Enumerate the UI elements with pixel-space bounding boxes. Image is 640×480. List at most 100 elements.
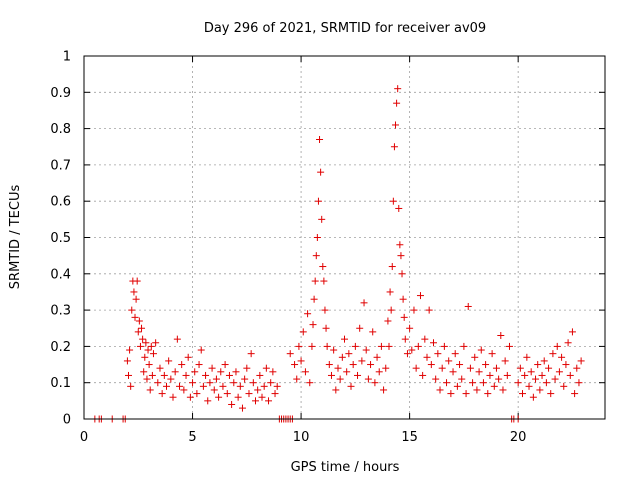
- y-tick-label: 0.4: [50, 267, 71, 282]
- data-point: [573, 364, 581, 372]
- data-point: [453, 382, 461, 390]
- data-point: [314, 197, 322, 205]
- data-point: [230, 379, 238, 387]
- data-point: [343, 368, 351, 376]
- data-point: [380, 386, 388, 394]
- data-point: [132, 295, 140, 303]
- data-point: [319, 263, 327, 271]
- data-point: [440, 342, 448, 350]
- data-point: [523, 353, 531, 361]
- data-point: [505, 342, 513, 350]
- data-point: [473, 386, 481, 394]
- data-point: [131, 313, 139, 321]
- data-point: [260, 382, 268, 390]
- data-point: [332, 386, 340, 394]
- data-point: [377, 342, 385, 350]
- data-point: [486, 371, 494, 379]
- data-point: [501, 357, 509, 365]
- data-point: [479, 379, 487, 387]
- data-point: [447, 390, 455, 398]
- data-point: [397, 252, 405, 260]
- data-point: [373, 353, 381, 361]
- data-point: [349, 361, 357, 369]
- data-point: [245, 390, 253, 398]
- data-point: [421, 335, 429, 343]
- data-point: [460, 342, 468, 350]
- data-point: [475, 368, 483, 376]
- data-point: [394, 85, 402, 93]
- data-point: [336, 375, 344, 383]
- data-point: [390, 143, 398, 151]
- data-point: [208, 364, 216, 372]
- data-point: [228, 400, 236, 408]
- y-tick-label: 0.1: [50, 376, 71, 391]
- data-point: [416, 292, 424, 300]
- data-point: [419, 371, 427, 379]
- data-point: [547, 390, 555, 398]
- data-point: [389, 197, 397, 205]
- data-point: [516, 364, 524, 372]
- data-point: [425, 306, 433, 314]
- data-point: [438, 364, 446, 372]
- data-point: [301, 368, 309, 376]
- data-point: [410, 306, 418, 314]
- data-point: [265, 397, 273, 405]
- data-point: [469, 379, 477, 387]
- data-point: [135, 317, 143, 325]
- data-point: [354, 371, 362, 379]
- data-point: [555, 368, 563, 376]
- data-point: [369, 328, 377, 336]
- x-tick-label: 10: [293, 430, 310, 445]
- data-point: [123, 357, 131, 365]
- data-point: [399, 295, 407, 303]
- data-point: [126, 346, 134, 354]
- data-point: [406, 324, 414, 332]
- data-point: [558, 353, 566, 361]
- data-point: [456, 361, 464, 369]
- data-point: [536, 386, 544, 394]
- data-point: [358, 357, 366, 365]
- data-point: [197, 346, 205, 354]
- data-point: [334, 364, 342, 372]
- data-point: [436, 386, 444, 394]
- data-point: [297, 357, 305, 365]
- data-point: [395, 204, 403, 212]
- y-tick-label: 0.9: [50, 86, 71, 101]
- data-point: [323, 342, 331, 350]
- data-point: [271, 390, 279, 398]
- data-point: [488, 350, 496, 358]
- data-point: [320, 277, 328, 285]
- data-point: [204, 397, 212, 405]
- data-point: [384, 317, 392, 325]
- data-point: [341, 335, 348, 343]
- data-point: [371, 379, 379, 387]
- y-tick-label: 1: [63, 50, 71, 65]
- data-point: [392, 121, 400, 129]
- data-point: [308, 342, 316, 350]
- data-point: [160, 371, 168, 379]
- data-point: [403, 350, 411, 358]
- data-point: [408, 346, 416, 354]
- y-tick-label: 0.6: [50, 195, 71, 210]
- data-point: [345, 350, 353, 358]
- data-point: [566, 371, 574, 379]
- data-point: [360, 299, 368, 307]
- data-point: [362, 346, 370, 354]
- data-point: [193, 390, 201, 398]
- data-point: [136, 342, 144, 350]
- data-point: [562, 361, 570, 369]
- data-point: [191, 368, 199, 376]
- data-point: [490, 382, 498, 390]
- data-point: [130, 288, 138, 296]
- data-point: [318, 215, 326, 223]
- data-point: [273, 382, 281, 390]
- data-point: [495, 375, 503, 383]
- data-point: [462, 390, 470, 398]
- data-point: [514, 379, 522, 387]
- data-point: [393, 99, 401, 107]
- data-point: [414, 342, 422, 350]
- data-point: [140, 368, 148, 376]
- data-point: [141, 353, 149, 361]
- x-axis-ticks: 0 5 10 15 20: [80, 56, 526, 445]
- data-point: [322, 324, 330, 332]
